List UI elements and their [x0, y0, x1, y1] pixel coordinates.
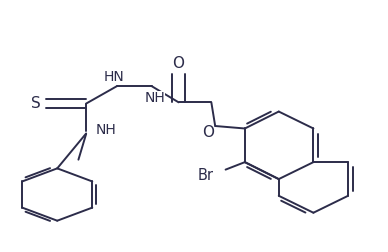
- Text: NH: NH: [96, 123, 116, 137]
- Text: Br: Br: [198, 168, 214, 183]
- Text: HN: HN: [104, 70, 124, 84]
- Text: O: O: [202, 125, 214, 140]
- Text: O: O: [173, 56, 185, 71]
- Text: NH: NH: [144, 91, 165, 105]
- Text: S: S: [31, 96, 41, 111]
